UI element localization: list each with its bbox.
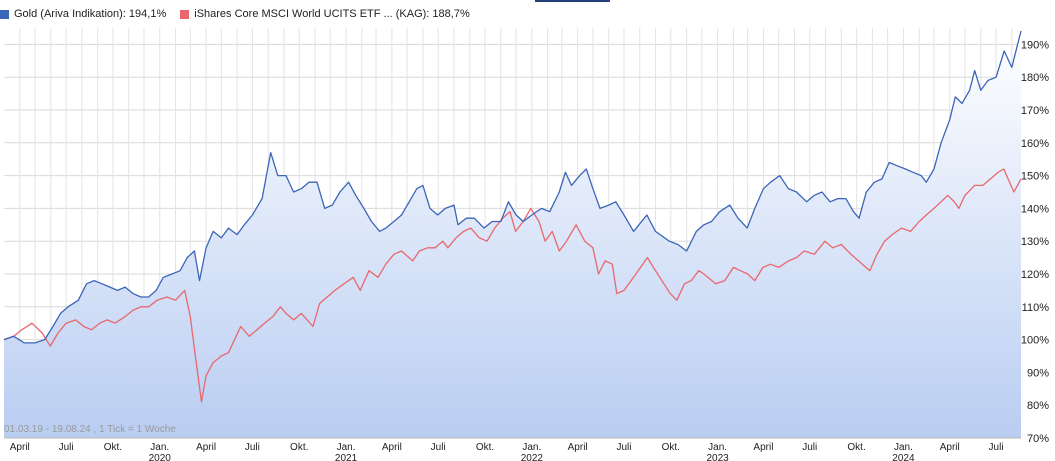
top-accent-bar [535, 0, 610, 2]
legend-item-msci-world[interactable]: iShares Core MSCI World UCITS ETF ... (K… [180, 8, 470, 20]
x-tick-year: 2021 [335, 453, 358, 461]
y-tick-label: 140% [1021, 203, 1049, 215]
x-tick-label: April [10, 442, 30, 453]
series-line-1 [3, 168, 1022, 403]
x-tick-label: Juli [616, 442, 631, 453]
x-tick-label: Okt. [847, 442, 865, 453]
x-tick-label: Jan. [337, 442, 356, 453]
x-tick-label: April [568, 442, 588, 453]
legend-label-msci-world: iShares Core MSCI World UCITS ETF ... (K… [194, 8, 470, 20]
x-tick-label: April [382, 442, 402, 453]
x-tick-label: April [753, 442, 773, 453]
x-tick-year: 2020 [149, 453, 172, 461]
x-tick-label: Jan. [708, 442, 727, 453]
legend-label-gold: Gold (Ariva Indikation): 194,1% [14, 8, 167, 20]
y-tick-label: 110% [1022, 302, 1050, 314]
x-tick-year: 2023 [707, 453, 730, 461]
y-tick-label: 150% [1021, 171, 1049, 183]
x-tick-year: 2024 [892, 453, 915, 461]
y-tick-label: 100% [1021, 335, 1049, 347]
y-tick-label: 90% [1027, 367, 1049, 379]
range-note: 01.03.19 - 19.08.24 , 1 Tick = 1 Woche [4, 424, 176, 435]
chart-legend: Gold (Ariva Indikation): 194,1% iShares … [0, 6, 484, 22]
y-tick-label: 180% [1021, 72, 1049, 84]
legend-swatch-gold [0, 9, 9, 19]
y-tick-label: 170% [1021, 105, 1049, 117]
x-tick-label: Okt. [104, 442, 122, 453]
legend-item-gold[interactable]: Gold (Ariva Indikation): 194,1% [0, 8, 166, 20]
x-tick-label: April [940, 442, 960, 453]
x-tick-year: 2022 [521, 453, 544, 461]
x-tick-label: Jan. [522, 442, 541, 453]
series-layer [3, 30, 1022, 438]
x-tick-label: Juli [989, 442, 1004, 453]
x-tick-label: Juli [431, 442, 446, 453]
x-tick-label: April [196, 442, 216, 453]
y-tick-label: 80% [1027, 400, 1049, 412]
y-tick-label: 130% [1021, 236, 1049, 248]
y-tick-label: 190% [1021, 39, 1049, 51]
y-tick-label: 70% [1027, 433, 1049, 445]
series-line-0 [3, 30, 1022, 344]
x-tick-label: Juli [59, 442, 74, 453]
series-area-0 [4, 31, 1021, 438]
x-tick-label: Juli [245, 442, 260, 453]
y-axis: 70% 80% 90% 100% 110% 120% 130% 140% 150% 160% 170… [1021, 39, 1049, 445]
x-tick-label: Okt. [290, 442, 308, 453]
x-tick-label: Jan. [150, 442, 169, 453]
y-tick-label: 120% [1021, 269, 1049, 281]
x-tick-label: Okt. [662, 442, 680, 453]
x-tick-label: Jan. [894, 442, 913, 453]
x-tick-label: Juli [802, 442, 817, 453]
legend-swatch-msci-world [180, 9, 190, 19]
x-tick-label: Okt. [476, 442, 494, 453]
y-tick-label: 160% [1021, 138, 1049, 150]
